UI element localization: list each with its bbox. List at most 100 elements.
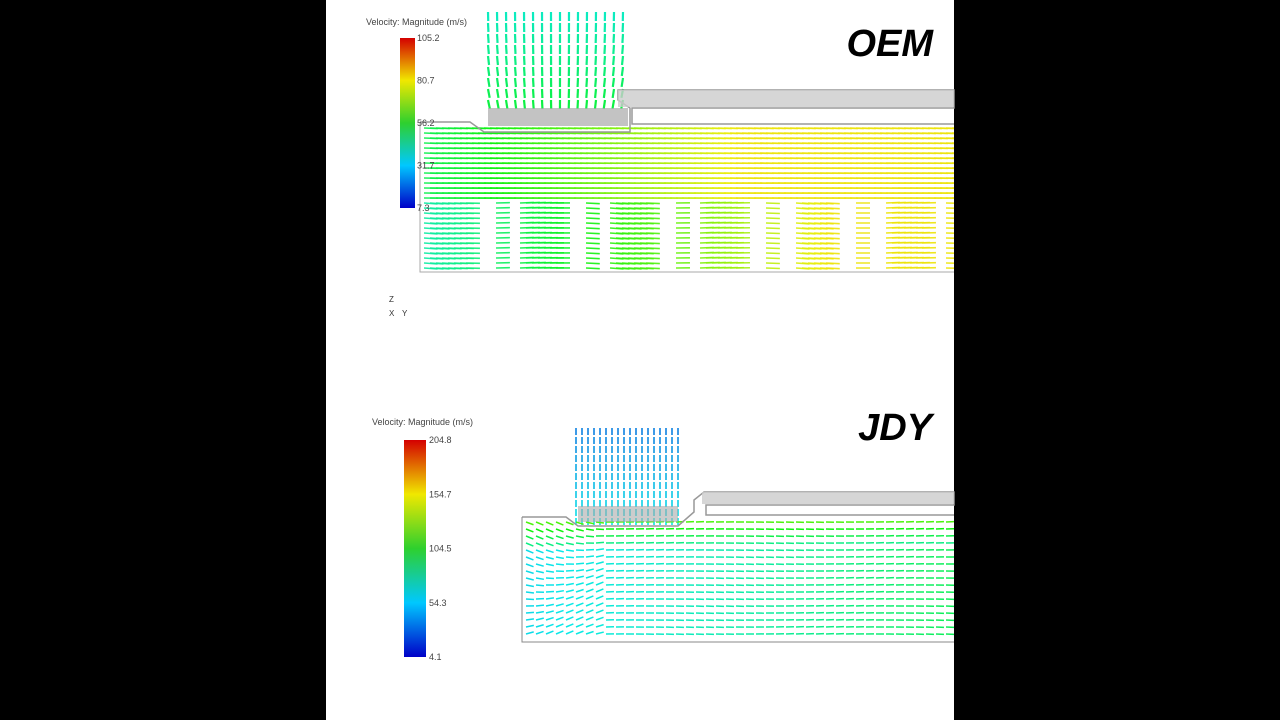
vector: [504, 44, 508, 55]
vector: [825, 217, 840, 220]
vector: [585, 561, 595, 565]
vector: [575, 542, 585, 545]
vector: [594, 66, 598, 77]
vector: [595, 574, 604, 579]
axis-y: Y: [402, 309, 408, 318]
vector: [593, 99, 598, 110]
vector: [765, 257, 780, 260]
vector: [585, 568, 594, 572]
vector: [545, 630, 554, 635]
vector: [585, 88, 589, 99]
vector: [555, 630, 564, 635]
vector: [555, 528, 564, 533]
vector: [765, 202, 780, 205]
vector: [525, 618, 535, 621]
vector: [545, 603, 554, 607]
vector: [595, 616, 604, 621]
vector: [504, 99, 509, 110]
vector: [575, 569, 585, 572]
vector: [585, 247, 600, 250]
vector: [595, 561, 604, 565]
vector: [545, 570, 555, 573]
vector: [495, 55, 500, 66]
vector: [522, 88, 526, 99]
vector: [525, 563, 534, 568]
legend-tick-label: 56.2: [417, 118, 435, 128]
vector: [645, 247, 660, 250]
vector: [513, 55, 517, 66]
vector: [595, 623, 604, 628]
vector: [504, 55, 508, 66]
vector: [535, 542, 544, 547]
pipe: [618, 90, 954, 107]
vector: [585, 207, 600, 210]
vector: [765, 212, 780, 215]
vector: [602, 77, 607, 88]
vector: [612, 44, 616, 55]
vector: [565, 602, 574, 607]
vector: [545, 610, 554, 614]
vector: [525, 542, 534, 547]
vector: [825, 222, 840, 225]
vector: [495, 44, 499, 55]
vector: [765, 237, 780, 240]
vector: [645, 252, 660, 255]
vector: [595, 548, 605, 551]
vector: [545, 521, 554, 526]
vector: [595, 541, 605, 544]
vector-field: [525, 428, 954, 636]
vector: [545, 590, 555, 593]
vector: [645, 232, 660, 235]
vector: [621, 44, 625, 55]
vector: [565, 528, 574, 533]
vector: [525, 611, 535, 614]
vector: [585, 616, 594, 621]
vector: [531, 88, 535, 99]
vector: [585, 602, 594, 607]
vector: [585, 262, 600, 265]
legend-tick-label: 31.7: [417, 161, 435, 171]
vector: [611, 99, 616, 110]
vector: [575, 575, 584, 579]
vector: [765, 217, 780, 220]
wall: [521, 517, 954, 643]
vector: [495, 66, 500, 77]
vector: [555, 589, 565, 593]
vector: [825, 207, 840, 210]
vector: [765, 227, 780, 230]
vector: [765, 222, 780, 225]
vector: [522, 55, 526, 66]
vector: [535, 577, 545, 581]
vector: [575, 630, 584, 635]
vector: [522, 77, 526, 88]
vector: [495, 77, 500, 88]
vector: [525, 528, 534, 533]
vector: [825, 237, 840, 240]
vector: [645, 242, 660, 245]
vector: [825, 212, 840, 215]
vector: [525, 535, 534, 540]
geometry: [522, 491, 955, 527]
vector: [825, 247, 840, 250]
vector: [565, 582, 574, 586]
jdy-panel: Velocity: Magnitude (m/s) 204.8 154.7 104.…: [372, 407, 955, 662]
vector: [565, 595, 574, 600]
vector: [522, 66, 526, 77]
vector: [565, 542, 574, 546]
vector: [825, 202, 840, 205]
vector: [535, 563, 544, 567]
vector: [612, 33, 616, 44]
vector: [595, 609, 604, 614]
vector: [585, 521, 594, 525]
vector: [645, 257, 660, 260]
vector: [585, 267, 600, 270]
vector: [525, 521, 534, 526]
vector: [535, 610, 545, 614]
vector: [545, 597, 555, 600]
vector: [585, 99, 589, 110]
vector: [575, 582, 584, 586]
vector: [585, 237, 600, 240]
vector: [486, 99, 491, 110]
axis-z: Z: [389, 295, 394, 304]
